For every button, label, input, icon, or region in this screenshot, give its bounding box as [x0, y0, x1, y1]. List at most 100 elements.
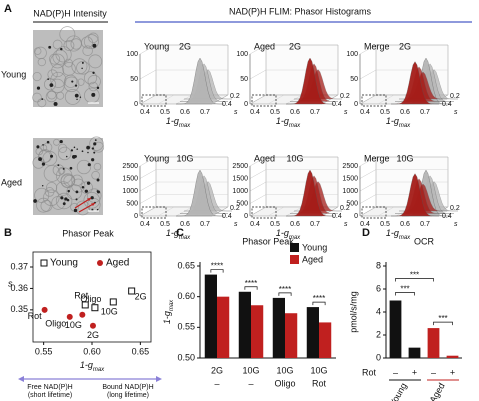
flim-title: NAD(P)H FLIM: Phasor Histograms: [229, 6, 372, 16]
x-tick-label: +: [450, 367, 455, 377]
cell-texture: [83, 34, 99, 50]
roi-box: [141, 94, 167, 107]
x-axis-label-sub: max: [179, 235, 191, 241]
x-tick-label: 0.7: [420, 109, 430, 116]
bar: [238, 291, 251, 358]
cell-texture: [88, 32, 99, 44]
bar: [217, 296, 230, 358]
granule: [96, 178, 100, 182]
depth-tick-label: 0.2: [230, 205, 240, 212]
x-axis-label-main: 1-g: [166, 116, 179, 126]
point-label: 10G: [101, 306, 118, 316]
cell-texture: [76, 60, 90, 75]
x-tick-label: 0.5: [160, 221, 170, 228]
legend-label: Aged: [106, 258, 129, 269]
granule: [86, 181, 91, 185]
bar: [446, 355, 459, 358]
histogram-title: 10G: [396, 153, 413, 163]
x-tick-label: 0.7: [310, 221, 320, 228]
granule: [91, 208, 94, 211]
depth-tick-label: 0.4: [222, 101, 232, 108]
y-tick-label: 2500: [342, 163, 358, 170]
y-tick-label: 500: [346, 200, 358, 207]
x-tick-label: 0.5: [270, 221, 280, 228]
x-tick-label: 10G: [276, 365, 293, 375]
y-tick-label: 2500: [122, 163, 138, 170]
granule: [91, 147, 95, 150]
cell-texture: [57, 146, 72, 161]
x-tick-label: 0.6: [180, 109, 190, 116]
chart-title: Phasor Peak: [242, 236, 294, 246]
granule: [86, 145, 91, 150]
x-tick-label: 2G: [211, 365, 223, 375]
wall-grid: [249, 206, 267, 217]
cell-texture: [56, 91, 65, 100]
y-tick-label: 2: [376, 329, 381, 339]
wall-grid: [249, 181, 267, 192]
y-axis-label: pmol/s/mg: [348, 291, 358, 333]
marker: [81, 301, 89, 309]
x-axis-label-main: 1-g: [166, 228, 179, 238]
cell-texture: [53, 138, 60, 146]
x-tick-label: 0.7: [200, 109, 210, 116]
histogram-title: 2G: [289, 41, 301, 51]
granule: [74, 93, 79, 98]
x-axis-label-sub: max: [179, 123, 191, 129]
marker: [66, 313, 73, 320]
floor-grid: [175, 206, 193, 217]
bar: [408, 347, 421, 358]
legend-label: Aged: [302, 254, 323, 264]
depth-label: s: [234, 109, 238, 116]
depth-tick-label: 0.2: [450, 93, 460, 100]
significance: ****: [211, 262, 223, 271]
wall-grid: [359, 181, 377, 192]
granule: [81, 61, 84, 64]
inset-label: Aged: [254, 153, 275, 163]
histogram-title: 10G: [286, 153, 303, 163]
granule: [81, 67, 83, 70]
x-tick-sublabel: –: [248, 378, 253, 388]
y-tick-label: 0: [244, 213, 248, 220]
y-tick-label: 100: [236, 51, 248, 58]
bar: [251, 305, 264, 358]
significance-bracket: [210, 269, 224, 273]
y-tick-label: 0: [134, 213, 138, 220]
significance: ****: [279, 285, 291, 294]
point-label: Rot: [28, 311, 43, 321]
cell-texture: [82, 45, 93, 56]
wall-grid: [359, 44, 377, 55]
bar: [285, 313, 298, 358]
granule: [71, 80, 74, 83]
point-label: 10G: [65, 320, 82, 330]
granule: [96, 86, 100, 90]
x-tick-label: 10G: [310, 365, 327, 375]
bar: [272, 297, 285, 358]
y-tick-label: 8: [376, 260, 381, 270]
y-tick-label: 6: [376, 283, 381, 293]
x-axis-label-main: 1-g: [276, 116, 289, 126]
granule: [93, 151, 96, 154]
depth-label: s: [454, 221, 458, 228]
roi-box: [361, 206, 387, 219]
legend-swatch: [290, 255, 299, 264]
wall-grid: [139, 169, 157, 179]
granule: [74, 154, 77, 158]
granule: [81, 185, 85, 189]
y-axis-label: 1-gmax: [162, 299, 174, 324]
wall-grid: [139, 206, 157, 217]
granule: [38, 157, 43, 162]
depth-tick-label: 0.2: [230, 93, 240, 100]
floor-grid: [285, 94, 303, 105]
y-tick-label: 1500: [232, 175, 248, 182]
cell-texture: [55, 192, 73, 210]
cell-texture: [77, 78, 85, 86]
significance: ***: [410, 271, 419, 280]
histogram-title: 10G: [176, 153, 193, 163]
cell-texture: [76, 159, 92, 175]
wall-grid: [139, 181, 157, 192]
y-tick-label: 500: [126, 200, 138, 207]
wall-grid: [249, 94, 267, 105]
granule: [91, 92, 96, 97]
legend-label: Young: [50, 258, 78, 269]
cell-texture: [50, 71, 67, 88]
